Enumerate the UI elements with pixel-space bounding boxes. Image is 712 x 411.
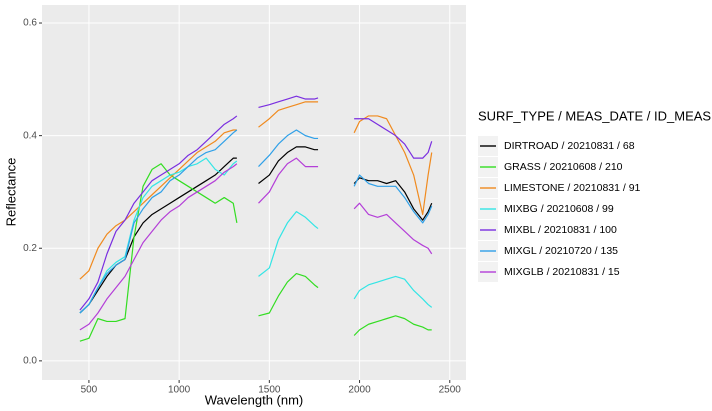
- y-tick-label: 0.6: [23, 18, 37, 29]
- x-tick-label: 1500: [258, 385, 281, 396]
- y-tick-label: 0.0: [23, 355, 37, 366]
- series-line: [79, 157, 433, 331]
- legend-label: GRASS / 20210608 / 210: [504, 161, 623, 173]
- y-axis-title: Reflectance: [3, 158, 18, 227]
- x-tick-label: 2500: [439, 385, 462, 396]
- legend-label: LIMESTONE / 20210831 / 91: [504, 182, 641, 194]
- series-line: [79, 129, 433, 314]
- y-tick-label: 0.4: [23, 130, 37, 141]
- legend-label: MIXGL / 20210720 / 135: [504, 245, 618, 257]
- legend-title: SURF_TYPE / MEAS_DATE / ID_MEAS: [478, 108, 711, 123]
- legend-label: MIXGLB / 20210831 / 15: [504, 266, 620, 278]
- legend-label: DIRTROAD / 20210831 / 68: [504, 140, 635, 152]
- legend-label: MIXBG / 20210608 / 99: [504, 203, 614, 215]
- plot-panel: [42, 5, 466, 380]
- legend-label: MIXBL / 20210831 / 100: [504, 224, 617, 236]
- x-tick-label: 500: [81, 385, 98, 396]
- y-tick-label: 0.2: [23, 243, 37, 254]
- series-line: [79, 163, 432, 342]
- series-line: [79, 95, 433, 311]
- x-axis-title: Wavelength (nm): [205, 392, 304, 407]
- x-tick-label: 2000: [348, 385, 371, 396]
- series-line: [79, 157, 433, 314]
- x-tick-label: 1000: [168, 385, 191, 396]
- series-line: [79, 146, 433, 314]
